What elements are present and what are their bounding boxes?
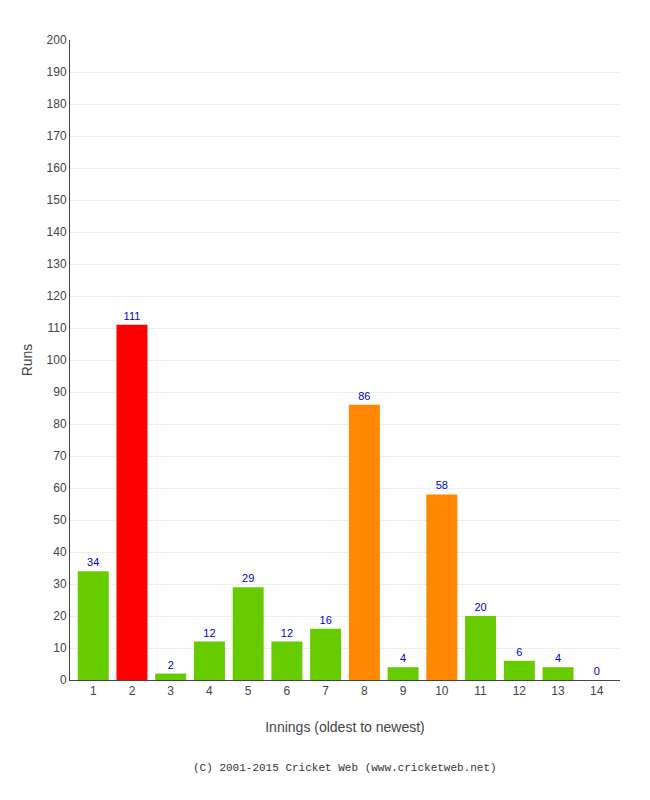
svg-text:58: 58 <box>436 479 448 491</box>
svg-text:110: 110 <box>47 321 66 335</box>
svg-text:60: 60 <box>53 481 67 495</box>
svg-text:13: 13 <box>551 684 565 698</box>
svg-text:3: 3 <box>167 684 174 698</box>
svg-text:4: 4 <box>555 652 561 664</box>
svg-text:30: 30 <box>53 577 67 591</box>
svg-text:50: 50 <box>53 513 67 527</box>
svg-text:Innings (oldest to newest): Innings (oldest to newest) <box>265 719 425 735</box>
svg-text:5: 5 <box>245 684 252 698</box>
svg-text:0: 0 <box>594 665 600 677</box>
svg-text:40: 40 <box>53 545 67 559</box>
svg-text:86: 86 <box>358 390 370 402</box>
svg-text:200: 200 <box>47 33 67 47</box>
svg-text:29: 29 <box>242 572 254 584</box>
svg-text:70: 70 <box>53 449 67 463</box>
svg-text:34: 34 <box>87 556 99 568</box>
svg-text:11: 11 <box>474 684 487 698</box>
svg-text:7: 7 <box>322 684 329 698</box>
svg-text:20: 20 <box>53 609 67 623</box>
svg-text:16: 16 <box>320 614 332 626</box>
svg-text:14: 14 <box>590 684 604 698</box>
svg-text:4: 4 <box>206 684 213 698</box>
svg-text:120: 120 <box>47 289 67 303</box>
svg-text:(C) 2001-2015 Cricket Web (www: (C) 2001-2015 Cricket Web (www.cricketwe… <box>193 762 497 774</box>
svg-text:160: 160 <box>47 161 67 175</box>
svg-text:2: 2 <box>129 684 136 698</box>
svg-text:111: 111 <box>124 310 141 322</box>
svg-text:20: 20 <box>474 601 486 613</box>
svg-text:80: 80 <box>53 417 67 431</box>
svg-text:130: 130 <box>47 257 67 271</box>
svg-text:6: 6 <box>284 684 291 698</box>
svg-text:0: 0 <box>60 673 67 687</box>
svg-text:6: 6 <box>516 646 522 658</box>
svg-text:170: 170 <box>47 129 67 143</box>
svg-text:180: 180 <box>47 97 67 111</box>
svg-text:12: 12 <box>281 627 293 639</box>
svg-text:9: 9 <box>400 684 407 698</box>
svg-text:Runs: Runs <box>19 344 35 377</box>
svg-text:150: 150 <box>47 193 67 207</box>
svg-text:190: 190 <box>47 65 67 79</box>
svg-text:12: 12 <box>513 684 527 698</box>
svg-text:10: 10 <box>435 684 449 698</box>
svg-text:4: 4 <box>400 652 406 664</box>
svg-text:8: 8 <box>361 684 368 698</box>
svg-text:1: 1 <box>90 684 97 698</box>
svg-text:90: 90 <box>53 385 67 399</box>
svg-text:100: 100 <box>47 353 67 367</box>
svg-text:2: 2 <box>168 659 174 671</box>
svg-text:12: 12 <box>203 627 215 639</box>
svg-text:10: 10 <box>53 641 67 655</box>
svg-text:140: 140 <box>47 225 67 239</box>
